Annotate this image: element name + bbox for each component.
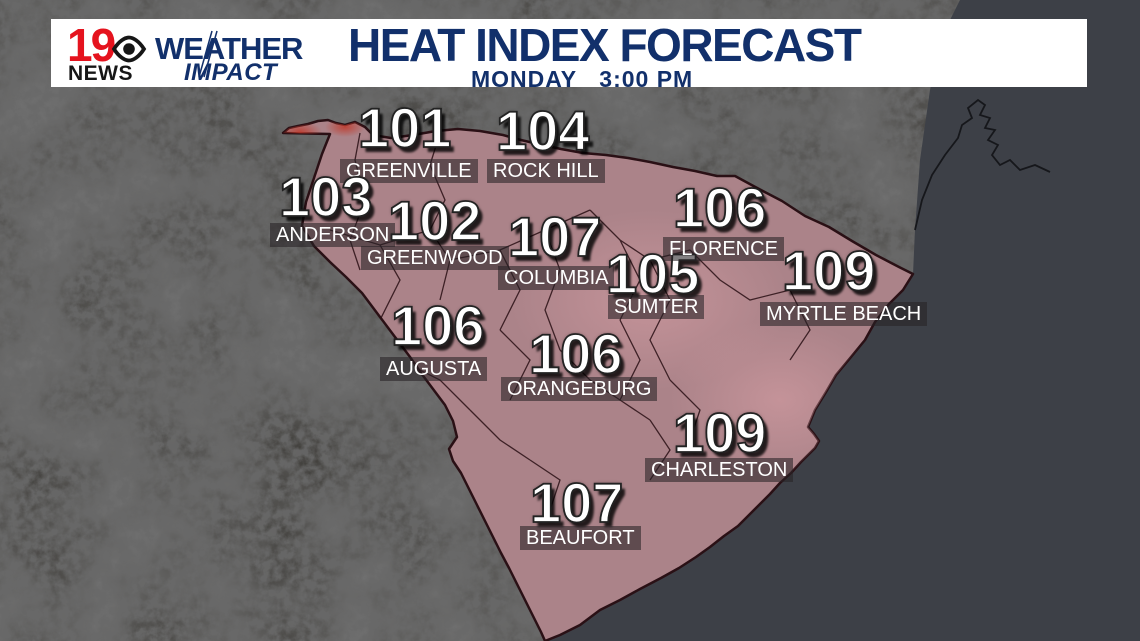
svg-text:IMPACT: IMPACT [184,59,279,86]
svg-text:NEWS: NEWS [68,62,133,85]
